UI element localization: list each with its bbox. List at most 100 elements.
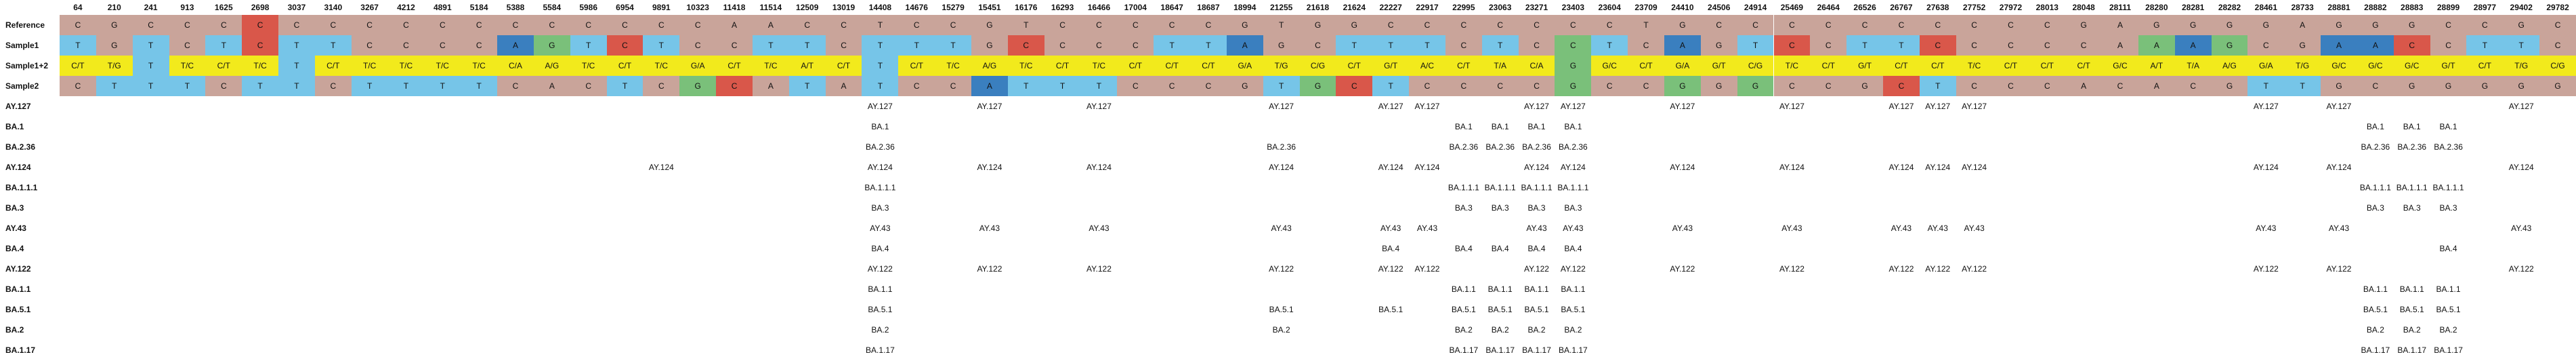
cell-value [278,259,315,279]
cell-value [1919,116,1956,137]
cell-value: T [898,35,935,56]
cell-value [169,279,206,299]
cell-value: AY.124 [1956,157,1993,177]
cell-value [1956,279,1993,299]
cell-value [533,299,570,320]
cell-value: T [935,35,971,56]
cell-value [1664,340,1701,360]
cell-value: AY.43 [2503,218,2540,238]
cell-value [1737,177,1774,198]
cell-value [497,279,534,299]
cell-value [679,238,717,259]
row-label: BA.1 [0,116,60,137]
cell-value [935,198,971,218]
cell-value: BA.3 [2430,198,2467,218]
cell-value [461,238,498,259]
cell-value: C [1773,35,1811,56]
cell-value: AY.43 [1773,218,1811,238]
cell-value: BA.4 [1555,238,1592,259]
position-header: 14408 [868,3,892,12]
cell-value [2029,198,2066,218]
cell-value: C [2174,76,2212,96]
cell-value: G/T [1372,56,1410,76]
cell-value [387,320,425,340]
cell-value [935,218,971,238]
cell-value: C [1628,76,1664,96]
cell-value [679,177,717,198]
row-label: Reference [0,15,60,35]
cell-value: T [643,35,680,56]
cell-value: C [387,35,425,56]
cell-value: T [1044,76,1081,96]
cell-value [1992,259,2029,279]
cell-value: C/T [2466,56,2504,76]
cell-value [351,96,388,116]
cell-value: C [314,76,352,96]
cell-value [570,198,607,218]
cell-value: G [971,35,1008,56]
position-header: 24506 [1708,3,1731,12]
cell-value [1956,177,1993,198]
cell-value [2247,116,2285,137]
cell-value [1299,320,1336,340]
cell-value: BA.1 [1518,116,1555,137]
cell-value [1372,137,1410,157]
cell-value [1591,218,1628,238]
cell-value: BA.5.1 [1263,299,1300,320]
cell-value [1591,116,1628,137]
cell-value [533,96,570,116]
cell-value [1628,218,1664,238]
cell-value [1226,299,1263,320]
cell-value [1226,177,1263,198]
cell-value [2174,259,2212,279]
cell-value [1299,279,1336,299]
cell-value [314,340,352,360]
cell-value: C [2029,15,2066,35]
position-header: 2698 [251,3,270,12]
position-header: 28883 [2401,3,2424,12]
cell-value [497,238,534,259]
cell-value: AY.122 [2321,259,2357,279]
cell-value: BA.2.36 [1445,137,1482,157]
cell-value [935,96,971,116]
row-label: BA.4 [0,238,60,259]
cell-value [1664,116,1701,137]
cell-value [1919,279,1956,299]
cell-value: C [935,76,971,96]
cell-value [1664,177,1701,198]
cell-value [1919,198,1956,218]
cell-value [96,238,133,259]
cell-value [2102,259,2138,279]
cell-value [825,340,862,360]
cell-value [205,116,242,137]
cell-value: G/T [1846,56,1884,76]
cell-value [497,177,534,198]
cell-value [898,157,935,177]
cell-value: AY.127 [862,96,899,116]
cell-value: C [1445,35,1482,56]
cell-value [351,177,388,198]
cell-value [1628,259,1664,279]
cell-value: G/C [2321,56,2357,76]
cell-value [1080,340,1118,360]
cell-value [606,320,643,340]
cell-value [1700,137,1737,157]
cell-value: AY.127 [1080,96,1118,116]
cell-value: BA.4 [862,238,899,259]
cell-value: C [1810,76,1847,96]
cell-value: C/A [1518,56,1555,76]
cell-value [132,177,169,198]
cell-value [2102,279,2138,299]
cell-value [1190,279,1227,299]
cell-value: G [2393,15,2430,35]
cell-value [1299,116,1336,137]
cell-value [2284,279,2321,299]
cell-value [2211,218,2248,238]
position-header: 16466 [1087,3,1111,12]
cell-value [1226,218,1263,238]
cell-value [2174,157,2212,177]
cell-value [2065,320,2103,340]
position-header: 27752 [1962,3,1986,12]
cell-value [1810,299,1847,320]
cell-value: T [242,76,279,96]
